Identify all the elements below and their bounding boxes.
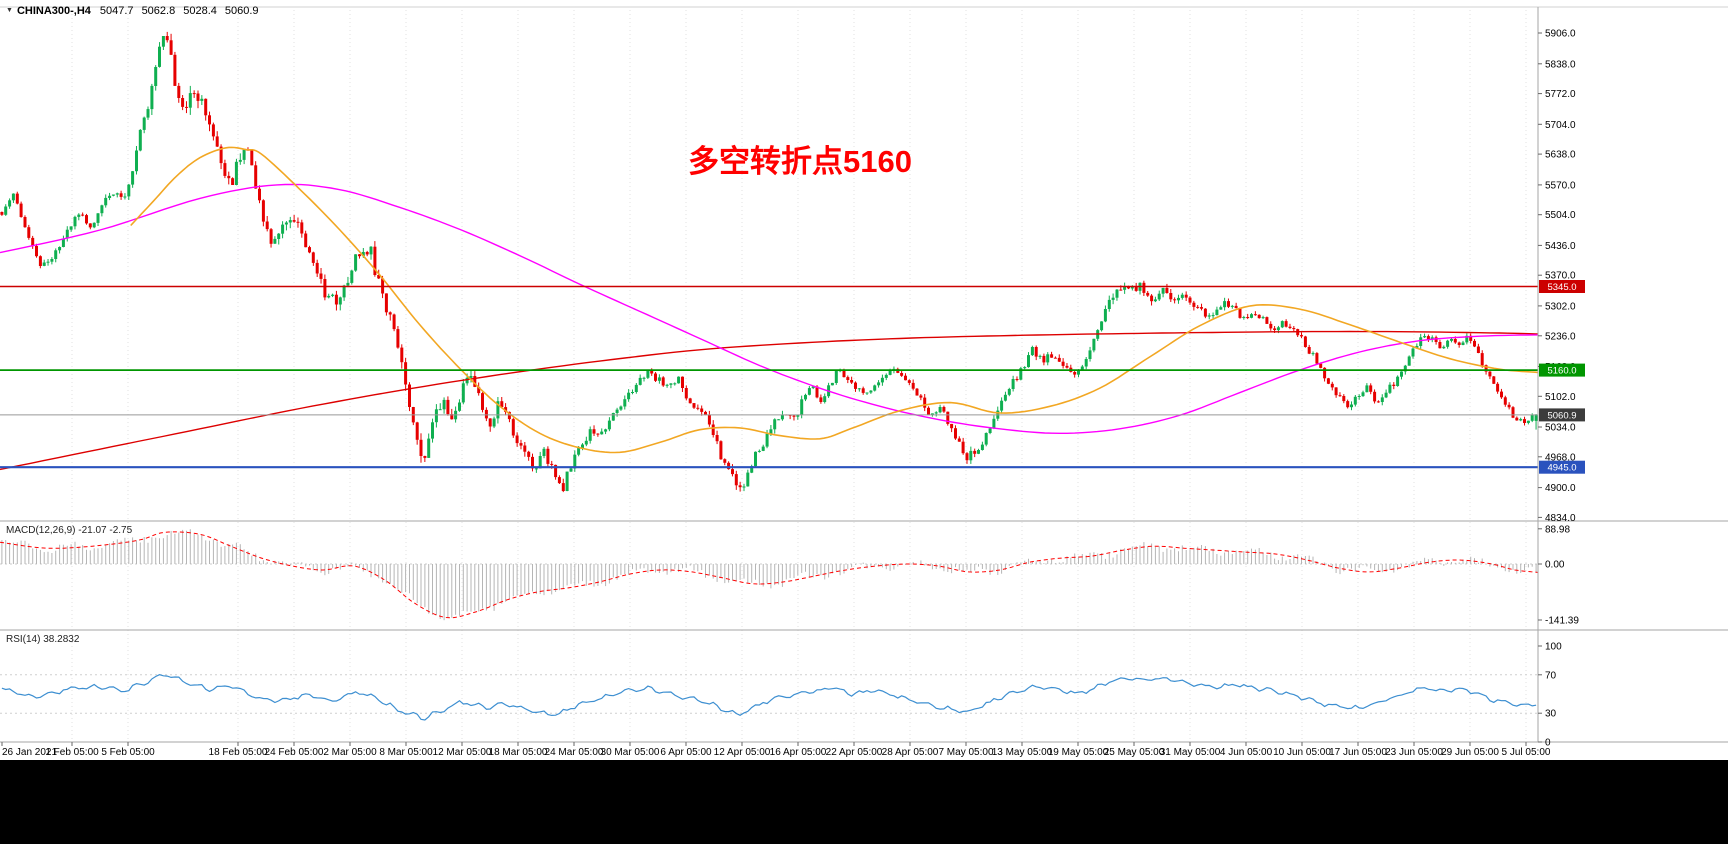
svg-text:4900.0: 4900.0 xyxy=(1545,483,1576,494)
symbol-timeframe-label: CHINA300-,H4 xyxy=(16,5,91,17)
svg-text:26 Jan 2021: 26 Jan 2021 xyxy=(2,747,57,758)
svg-text:5906.0: 5906.0 xyxy=(1545,29,1576,40)
svg-text:5638.0: 5638.0 xyxy=(1545,150,1576,161)
svg-text:28 Apr 05:00: 28 Apr 05:00 xyxy=(882,747,939,758)
svg-text:1 Feb 05:00: 1 Feb 05:00 xyxy=(45,747,99,758)
svg-text:4 Jun 05:00: 4 Jun 05:00 xyxy=(1220,747,1273,758)
svg-text:70: 70 xyxy=(1545,670,1557,681)
rsi-line xyxy=(1,674,1537,721)
svg-text:4945.0: 4945.0 xyxy=(1547,463,1576,474)
svg-text:88.98: 88.98 xyxy=(1545,524,1570,535)
svg-text:31 May 05:00: 31 May 05:00 xyxy=(1160,747,1221,758)
svg-text:4968.0: 4968.0 xyxy=(1545,452,1576,463)
svg-text:30: 30 xyxy=(1545,709,1557,720)
candles-group xyxy=(0,31,1538,493)
annotation-text: 多空转折点5160 xyxy=(688,144,912,179)
svg-text:100: 100 xyxy=(1545,642,1562,653)
svg-text:12 Mar 05:00: 12 Mar 05:00 xyxy=(433,747,492,758)
price-axis[interactable]: 5906.0 5838.0 5772.0 5704.0 5638.0 5570.0 5504… xyxy=(1538,29,1585,524)
bottom-bar xyxy=(0,760,1728,844)
panel-frame xyxy=(0,6,1728,743)
svg-text:2 Mar 05:00: 2 Mar 05:00 xyxy=(323,747,377,758)
svg-text:8 Mar 05:00: 8 Mar 05:00 xyxy=(379,747,433,758)
svg-text:29 Jun 05:00: 29 Jun 05:00 xyxy=(1441,747,1499,758)
svg-text:30 Mar 05:00: 30 Mar 05:00 xyxy=(601,747,660,758)
svg-text:5302.0: 5302.0 xyxy=(1545,301,1576,312)
svg-text:4834.0: 4834.0 xyxy=(1545,513,1576,524)
svg-text:24 Mar 05:00: 24 Mar 05:00 xyxy=(545,747,604,758)
grid-lines xyxy=(71,10,1527,742)
svg-text:17 Jun 05:00: 17 Jun 05:00 xyxy=(1329,747,1387,758)
svg-text:25 May 05:00: 25 May 05:00 xyxy=(1104,747,1165,758)
macd-indicator-label: MACD(12,26,9) -21.07 -2.75 xyxy=(6,525,133,536)
svg-text:6 Apr 05:00: 6 Apr 05:00 xyxy=(660,747,712,758)
svg-text:5102.0: 5102.0 xyxy=(1545,392,1576,403)
svg-text:16 Apr 05:00: 16 Apr 05:00 xyxy=(770,747,827,758)
svg-text:18 Feb 05:00: 18 Feb 05:00 xyxy=(209,747,268,758)
svg-text:5704.0: 5704.0 xyxy=(1545,120,1576,131)
ohlc-open: 5047.7 xyxy=(99,5,134,17)
ma-mid-magenta-line xyxy=(0,183,1538,434)
svg-text:5236.0: 5236.0 xyxy=(1545,331,1576,342)
svg-text:19 May 05:00: 19 May 05:00 xyxy=(1048,747,1109,758)
ohlc-high: 5062.8 xyxy=(141,5,176,17)
rsi-indicator-label: RSI(14) 38.2832 xyxy=(6,634,80,645)
rsi-panel xyxy=(0,674,1538,721)
ohlc-low: 5028.4 xyxy=(183,5,217,17)
svg-text:5436.0: 5436.0 xyxy=(1545,241,1576,252)
ma-fast-orange-line xyxy=(130,146,1539,454)
svg-text:5504.0: 5504.0 xyxy=(1545,210,1576,221)
chart-header: ▼ CHINA300-,H4 5047.7 5062.8 5028.4 5060.9 xyxy=(6,5,267,17)
symbol-dropdown-icon[interactable]: ▼ xyxy=(6,7,13,14)
svg-text:24 Feb 05:00: 24 Feb 05:00 xyxy=(265,747,324,758)
macd-signal-line xyxy=(0,531,1539,619)
ohlc-close: 5060.9 xyxy=(224,5,259,17)
svg-text:0: 0 xyxy=(1545,738,1551,749)
svg-text:5772.0: 5772.0 xyxy=(1545,89,1576,100)
svg-text:12 Apr 05:00: 12 Apr 05:00 xyxy=(714,747,771,758)
svg-text:5060.9: 5060.9 xyxy=(1547,410,1576,421)
ma-slow-red-line xyxy=(0,330,1538,471)
svg-text:5 Jul 05:00: 5 Jul 05:00 xyxy=(1502,747,1551,758)
svg-text:23 Jun 05:00: 23 Jun 05:00 xyxy=(1385,747,1443,758)
key-level-lines[interactable] xyxy=(0,285,1538,469)
svg-text:5034.0: 5034.0 xyxy=(1545,423,1576,434)
macd-panel xyxy=(0,529,1539,621)
svg-text:10 Jun 05:00: 10 Jun 05:00 xyxy=(1273,747,1331,758)
svg-text:13 May 05:00: 13 May 05:00 xyxy=(992,747,1053,758)
svg-text:5160.0: 5160.0 xyxy=(1547,366,1576,377)
svg-text:5370.0: 5370.0 xyxy=(1545,271,1576,282)
svg-text:7 May 05:00: 7 May 05:00 xyxy=(938,747,993,758)
svg-text:22 Apr 05:00: 22 Apr 05:00 xyxy=(826,747,883,758)
svg-text:5 Feb 05:00: 5 Feb 05:00 xyxy=(101,747,155,758)
svg-text:0.00: 0.00 xyxy=(1545,560,1565,571)
svg-text:5345.0: 5345.0 xyxy=(1547,282,1576,293)
svg-text:5570.0: 5570.0 xyxy=(1545,180,1576,191)
indicator-axis: 88.98 0.00 -141.39 100 70 30 0 xyxy=(1538,524,1579,749)
svg-text:18 Mar 05:00: 18 Mar 05:00 xyxy=(489,747,548,758)
svg-text:5838.0: 5838.0 xyxy=(1545,59,1576,70)
svg-text:-141.39: -141.39 xyxy=(1545,616,1579,627)
